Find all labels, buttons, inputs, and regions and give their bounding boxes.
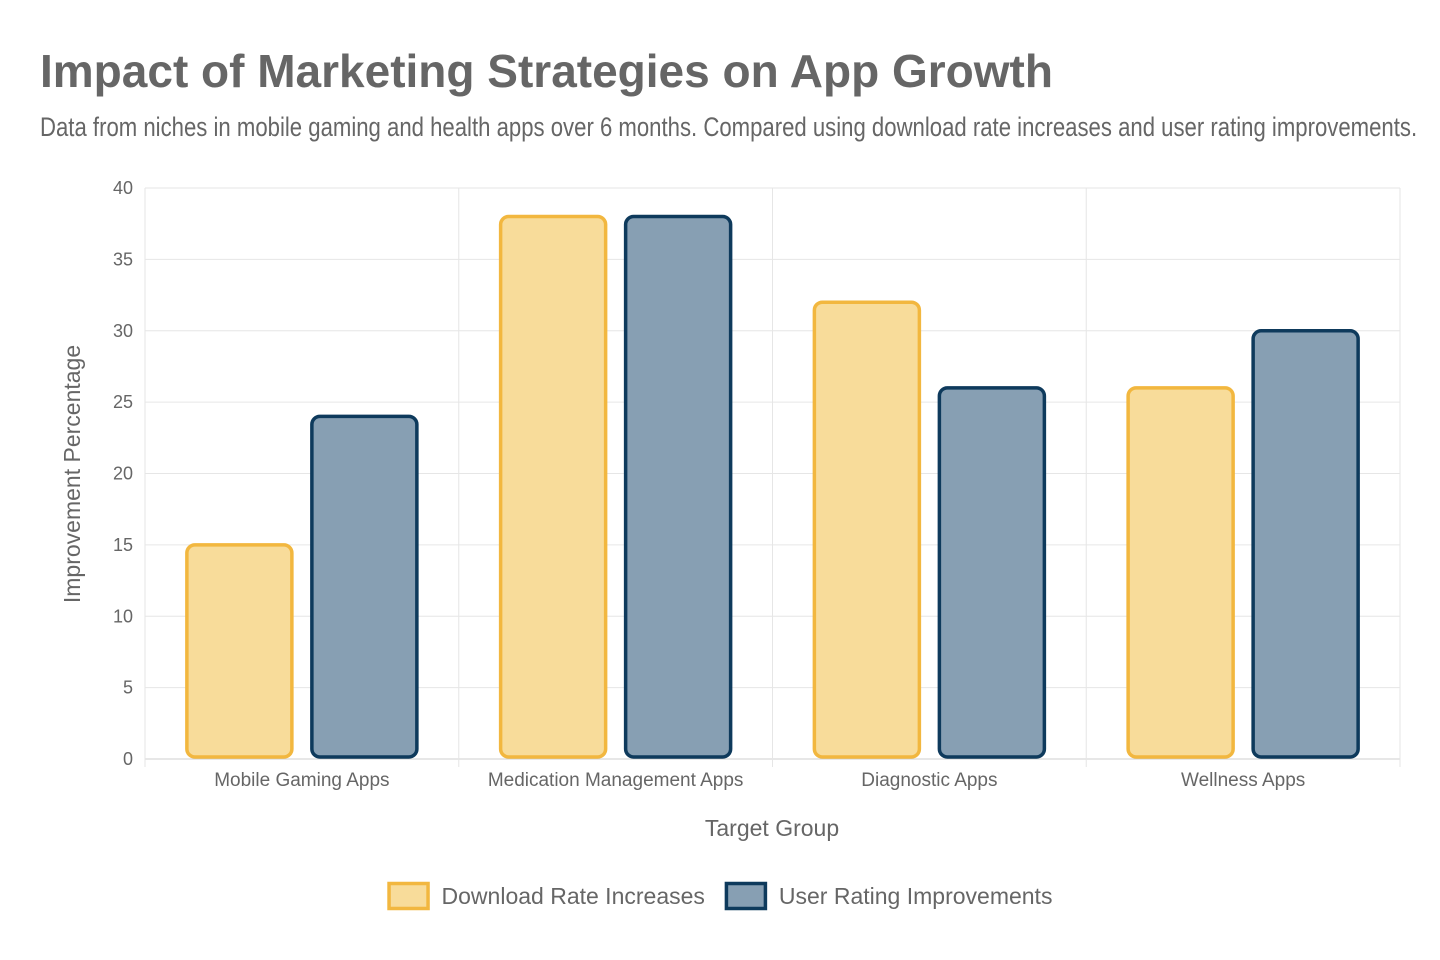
y-tick-label: 25 (113, 392, 133, 412)
bar-download-rate[interactable] (498, 214, 608, 759)
y-tick-label: 10 (113, 606, 133, 626)
y-tick-label: 15 (113, 535, 133, 555)
x-tick-label: Diagnostic Apps (861, 770, 997, 791)
bar-user-rating[interactable] (937, 386, 1047, 759)
x-tick-label: Mobile Gaming Apps (214, 770, 389, 791)
legend-label[interactable]: User Rating Improvements (779, 883, 1053, 909)
y-tick-label: 30 (113, 321, 133, 341)
x-tick-label: Medication Management Apps (488, 770, 744, 791)
chart-title: Impact of Marketing Strategies on App Gr… (40, 45, 1053, 97)
bar-user-rating[interactable] (1251, 329, 1360, 759)
y-tick-label: 0 (123, 749, 133, 769)
chart-subtitle: Data from niches in mobile gaming and he… (40, 112, 1418, 142)
y-axis-ticks: 0 5 10 15 20 25 30 35 40 (113, 178, 133, 769)
bar-user-rating[interactable] (310, 414, 419, 759)
legend-label[interactable]: Download Rate Increases (442, 883, 705, 909)
bar-download-rate[interactable] (812, 300, 922, 759)
bar-user-rating[interactable] (623, 214, 733, 759)
x-tick-label: Wellness Apps (1181, 770, 1305, 791)
bar-download-rate[interactable] (1126, 386, 1235, 759)
y-tick-label: 40 (113, 178, 133, 198)
legend-swatch (724, 881, 768, 911)
y-axis-title: Improvement Percentage (59, 345, 85, 603)
legend-swatch (387, 881, 430, 911)
bar-download-rate[interactable] (185, 543, 294, 759)
y-tick-label: 5 (123, 678, 133, 698)
y-tick-label: 35 (113, 249, 133, 269)
x-axis-labels: Mobile Gaming Apps Medication Management … (214, 770, 1305, 791)
y-tick-label: 20 (113, 464, 133, 484)
legend: Download Rate Increases User Rating Impro… (387, 881, 1053, 911)
bars (185, 214, 1360, 759)
x-axis-title: Target Group (705, 815, 839, 841)
